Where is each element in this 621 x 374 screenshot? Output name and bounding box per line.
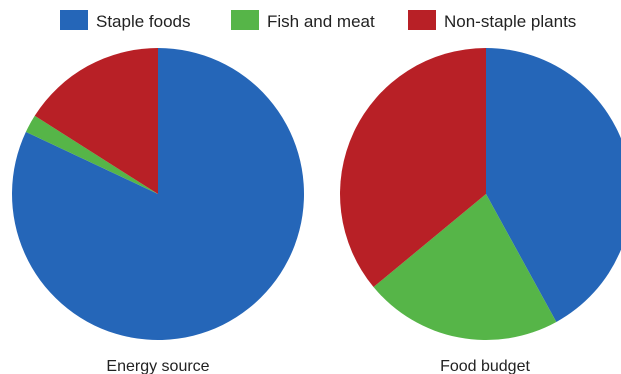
- pie-slice-food-budget-fish-and-meat: [373, 194, 557, 340]
- legend-item-non-staple-plants: Non-staple plants: [408, 10, 576, 31]
- pie-title-food-budget: Food budget: [440, 358, 530, 374]
- legend-label-non-staple-plants: Non-staple plants: [444, 12, 576, 31]
- pie-slice-energy-source-staple-foods: [12, 48, 305, 340]
- legend-swatch-staple-foods: [60, 10, 88, 30]
- legend-item-staple-foods: Staple foods: [60, 10, 191, 31]
- legend-label-staple-foods: Staple foods: [96, 12, 191, 31]
- pie-slice-food-budget-non-staple-plants: [340, 48, 486, 288]
- pie-energy-source: [12, 48, 305, 340]
- legend-swatch-fish-and-meat: [231, 10, 259, 30]
- legend-item-fish-and-meat: Fish and meat: [231, 10, 375, 31]
- legend-label-fish-and-meat: Fish and meat: [267, 12, 375, 31]
- pie-food-budget: [340, 48, 621, 340]
- pie-slice-food-budget-staple-foods: [486, 48, 621, 322]
- legend: Staple foods Fish and meat Non-staple pl…: [60, 10, 576, 31]
- legend-swatch-non-staple-plants: [408, 10, 436, 30]
- pie-title-energy-source: Energy source: [106, 358, 209, 374]
- pie-slice-energy-source-non-staple-plants: [34, 48, 159, 194]
- pie-slice-energy-source-fish-and-meat: [25, 115, 159, 194]
